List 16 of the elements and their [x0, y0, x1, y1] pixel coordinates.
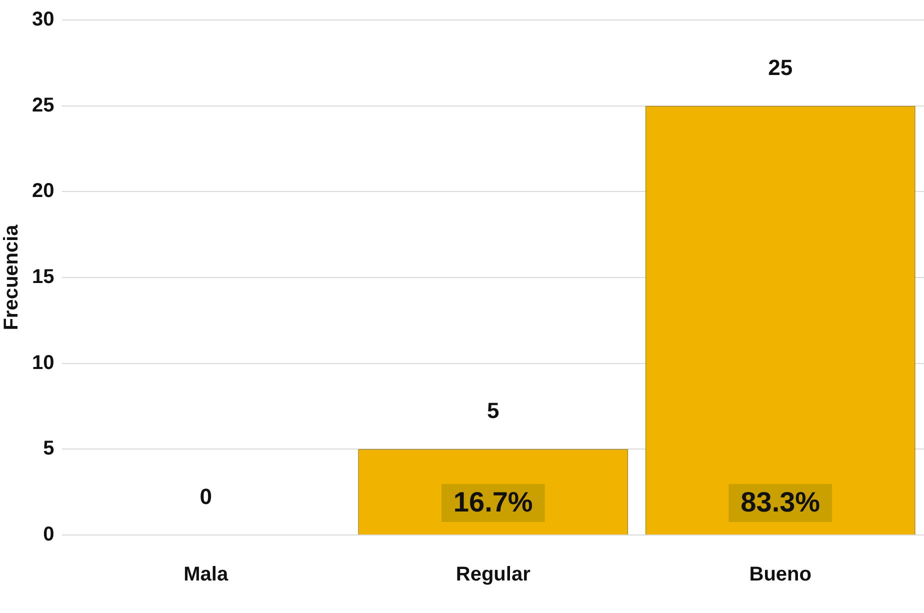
- y-tick-label: 15: [32, 266, 54, 288]
- data-label: 5: [487, 398, 500, 424]
- y-tick-label: 0: [43, 524, 54, 546]
- y-axis-title: Frecuencia: [0, 224, 23, 330]
- data-label: 0: [200, 484, 212, 510]
- y-tick-label: 10: [32, 352, 54, 374]
- x-tick-label: Regular: [456, 564, 531, 586]
- y-tick-label: 30: [32, 8, 54, 31]
- annotation: 83.3%: [740, 486, 820, 518]
- data-label: 25: [768, 54, 793, 80]
- x-tick-label: Bueno: [749, 564, 812, 586]
- annotation: 16.7%: [453, 486, 533, 518]
- y-tick-label: 25: [32, 94, 54, 116]
- x-tick-label: Mala: [184, 564, 229, 586]
- y-tick-label: 5: [43, 438, 54, 460]
- y-tick-label: 20: [32, 180, 54, 202]
